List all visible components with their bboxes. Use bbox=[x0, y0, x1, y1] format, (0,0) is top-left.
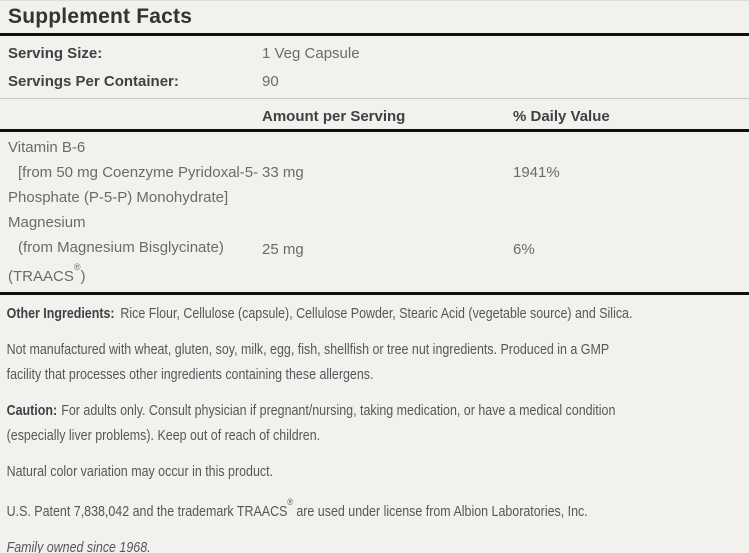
label-notes: Other Ingredients: Rice Flour, Cellulose … bbox=[0, 301, 740, 553]
allergen-line-2: facility that processes other ingredient… bbox=[6, 366, 374, 383]
divider-thick-bottom bbox=[0, 292, 749, 295]
traacs-text: (TRAACS bbox=[8, 268, 74, 285]
nutrient-table: Vitamin B-6 [from 50 mg Coenzyme Pyridox… bbox=[0, 132, 749, 292]
nutrient-column-headers: Amount per Serving % Daily Value bbox=[0, 99, 749, 129]
registered-trademark-symbol: ® bbox=[287, 497, 293, 507]
nutrient-name-line: (from Magnesium Bisglycinate) bbox=[18, 239, 224, 256]
nutrient-daily-value: 1941% bbox=[513, 164, 560, 181]
allergen-statement: Not manufactured with wheat, gluten, soy… bbox=[7, 337, 740, 387]
other-ingredients-paragraph: Other Ingredients: Rice Flour, Cellulose … bbox=[7, 301, 740, 326]
tagline-text: Family owned since 1968. bbox=[6, 539, 151, 553]
nutrient-name-line: Magnesium bbox=[8, 214, 86, 231]
nutrient-name: Magnesium (from Magnesium Bisglycinate) … bbox=[8, 210, 262, 289]
patent-statement: U.S. Patent 7,838,042 and the trademark … bbox=[7, 495, 740, 524]
traacs-text-close: ) bbox=[80, 268, 86, 285]
other-ingredients-label: Other Ingredients: bbox=[6, 305, 115, 322]
serving-size-row: Serving Size: 1 Veg Capsule bbox=[8, 40, 741, 68]
other-ingredients-text: Rice Flour, Cellulose (capsule), Cellulo… bbox=[120, 305, 633, 322]
empty-header-cell bbox=[8, 107, 262, 127]
amount-per-serving-header: Amount per Serving bbox=[262, 108, 406, 125]
caution-line-1: Caution: For adults only. Consult physici… bbox=[7, 398, 740, 423]
divider-thick-headers bbox=[0, 129, 749, 132]
patent-text-pre: U.S. Patent 7,838,042 and the trademark … bbox=[6, 503, 288, 520]
caution-text: For adults only. Consult physician if pr… bbox=[61, 402, 616, 419]
patent-line: U.S. Patent 7,838,042 and the trademark … bbox=[7, 495, 740, 524]
company-tagline: Family owned since 1968. bbox=[7, 535, 740, 553]
page-title: Supplement Facts bbox=[8, 5, 193, 28]
servings-per-container-label: Servings Per Container: bbox=[8, 73, 179, 90]
divider-thin bbox=[0, 98, 749, 99]
table-row-magnesium: Magnesium (from Magnesium Bisglycinate) … bbox=[8, 210, 741, 289]
patent-text-post: are used under license from Albion Labor… bbox=[292, 503, 588, 520]
nutrient-name: Vitamin B-6 [from 50 mg Coenzyme Pyridox… bbox=[8, 135, 262, 210]
nutrient-name-line: Vitamin B-6 bbox=[8, 139, 86, 156]
caution-line-2: (especially liver problems). Keep out of… bbox=[6, 427, 321, 444]
nutrient-amount: 25 mg bbox=[262, 241, 304, 258]
nutrient-daily-value: 6% bbox=[513, 241, 535, 258]
color-variation-text: Natural color variation may occur in thi… bbox=[6, 463, 274, 480]
registered-trademark-symbol: ® bbox=[73, 262, 81, 272]
servings-per-container-value: 90 bbox=[262, 73, 279, 90]
nutrient-name-line: Phosphate (P-5-P) Monohydrate] bbox=[8, 189, 229, 206]
servings-per-container-row: Servings Per Container: 90 bbox=[8, 68, 741, 96]
caution-label: Caution: bbox=[6, 402, 58, 419]
serving-size-label: Serving Size: bbox=[8, 45, 103, 62]
divider-thick-top bbox=[0, 33, 749, 36]
allergen-line-1: Not manufactured with wheat, gluten, soy… bbox=[6, 341, 610, 358]
daily-value-header: % Daily Value bbox=[513, 108, 610, 125]
nutrient-name-line: [from 50 mg Coenzyme Pyridoxal-5- bbox=[18, 164, 259, 181]
table-row-vitamin-b6: Vitamin B-6 [from 50 mg Coenzyme Pyridox… bbox=[8, 135, 741, 210]
caution-statement: Caution: For adults only. Consult physici… bbox=[7, 398, 740, 448]
serving-info: Serving Size: 1 Veg Capsule Servings Per… bbox=[0, 36, 749, 98]
nutrient-name-line: (TRAACS®) bbox=[8, 260, 262, 289]
nutrient-amount: 33 mg bbox=[262, 164, 304, 181]
serving-size-value: 1 Veg Capsule bbox=[262, 45, 360, 62]
color-variation-note: Natural color variation may occur in thi… bbox=[7, 459, 740, 484]
other-ingredients-line: Other Ingredients: Rice Flour, Cellulose … bbox=[7, 301, 740, 326]
